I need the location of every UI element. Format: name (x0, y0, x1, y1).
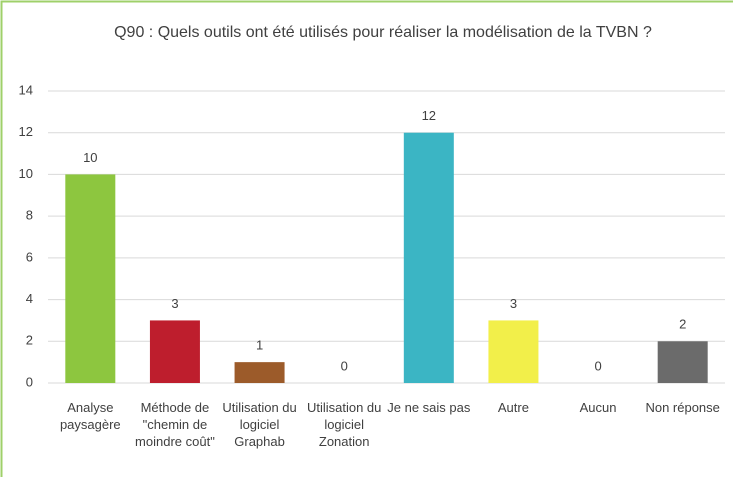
x-tick-label: Non réponse (645, 400, 720, 415)
y-tick-label: 0 (26, 374, 33, 389)
bar (65, 174, 116, 383)
bar (403, 132, 454, 383)
data-label: 2 (679, 317, 686, 332)
data-label: 10 (83, 150, 97, 165)
y-tick-label: 14 (19, 82, 33, 97)
y-tick-label: 12 (19, 124, 33, 139)
data-label: 12 (422, 108, 436, 123)
y-tick-label: 2 (26, 333, 33, 348)
data-label: 1 (256, 338, 263, 353)
x-tick-label: Utilisation du logiciel Zonation (306, 400, 382, 449)
x-tick-label: Je ne sais pas (387, 400, 471, 415)
bar (488, 320, 539, 383)
x-tick-label: Aucun (579, 400, 617, 415)
data-label: 0 (341, 358, 348, 373)
y-tick-label: 6 (26, 249, 33, 264)
bar (234, 362, 285, 383)
x-tick-label: Utilisation du logiciel Graphab (222, 400, 297, 449)
y-tick-label: 8 (26, 208, 33, 223)
x-tick-label: Autre (497, 400, 529, 415)
bar (149, 320, 200, 383)
y-tick-label: 4 (26, 291, 33, 306)
bar (657, 341, 708, 383)
x-tick-label: Méthode de "chemin de moindre coût" (135, 400, 215, 449)
x-tick-label: Analyse paysagère (59, 400, 121, 432)
data-label: 3 (510, 296, 517, 311)
y-tick-label: 10 (19, 166, 33, 181)
data-label: 0 (594, 358, 601, 373)
chart-title: Q90 : Quels outils ont été utilisés pour… (114, 24, 652, 41)
data-label: 3 (171, 296, 178, 311)
